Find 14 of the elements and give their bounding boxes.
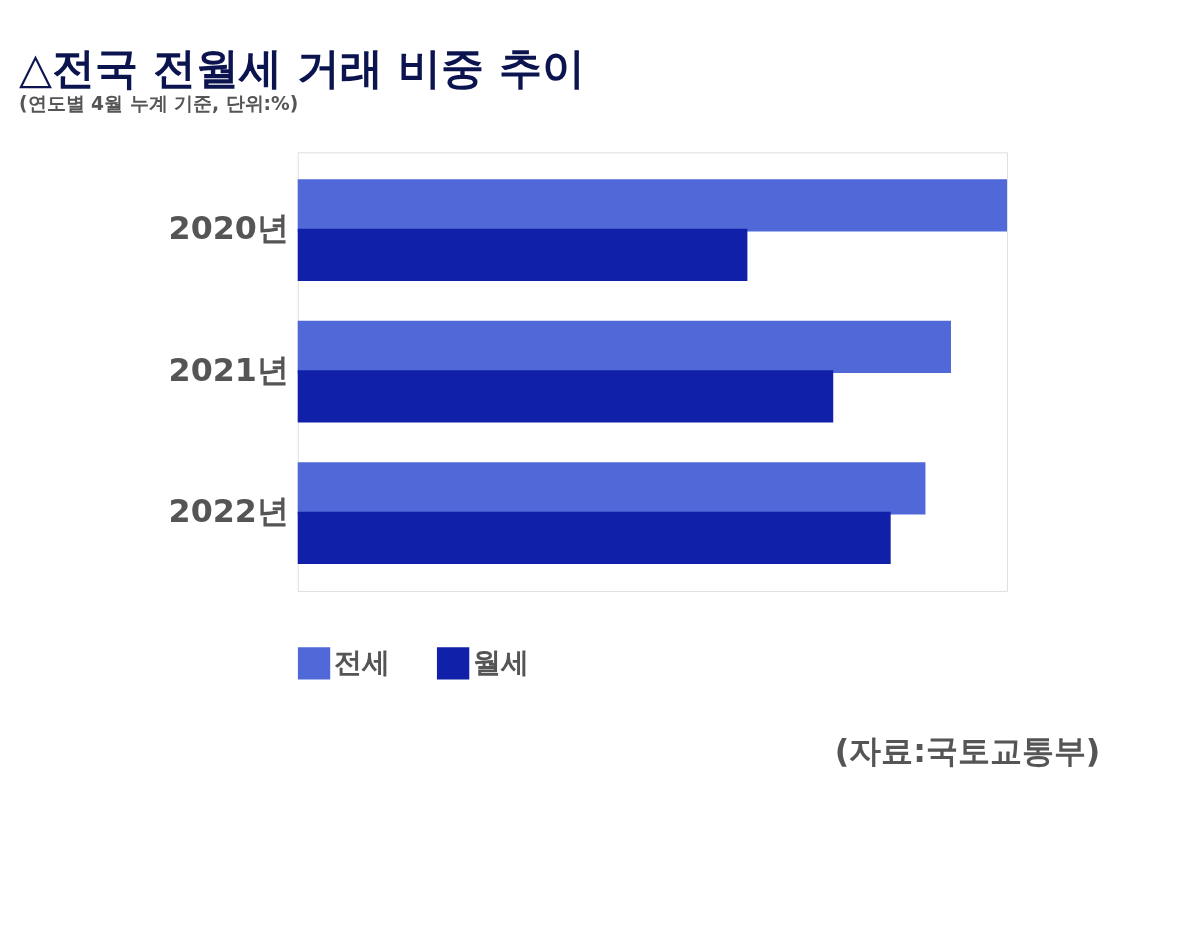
bar (297, 462, 926, 515)
y-tick-label: 2022년 (168, 493, 289, 530)
bar (297, 179, 1008, 232)
chart-title: △전국 전월세 거래 비중 추이 (19, 43, 585, 94)
text: (자료:국토교통부) (834, 732, 1101, 769)
chart-subtitle: (연도별 4월 누계 기준, 단위:%) (19, 93, 299, 115)
legend-label: 전세 (334, 645, 391, 679)
bar (297, 511, 891, 565)
y-tick-label: 2021년 (168, 351, 289, 388)
bar (297, 370, 834, 423)
legend-label: 월세 (473, 645, 530, 679)
y-tick-label: 2020년 (168, 210, 289, 247)
bar (297, 228, 748, 282)
bar (297, 320, 951, 374)
